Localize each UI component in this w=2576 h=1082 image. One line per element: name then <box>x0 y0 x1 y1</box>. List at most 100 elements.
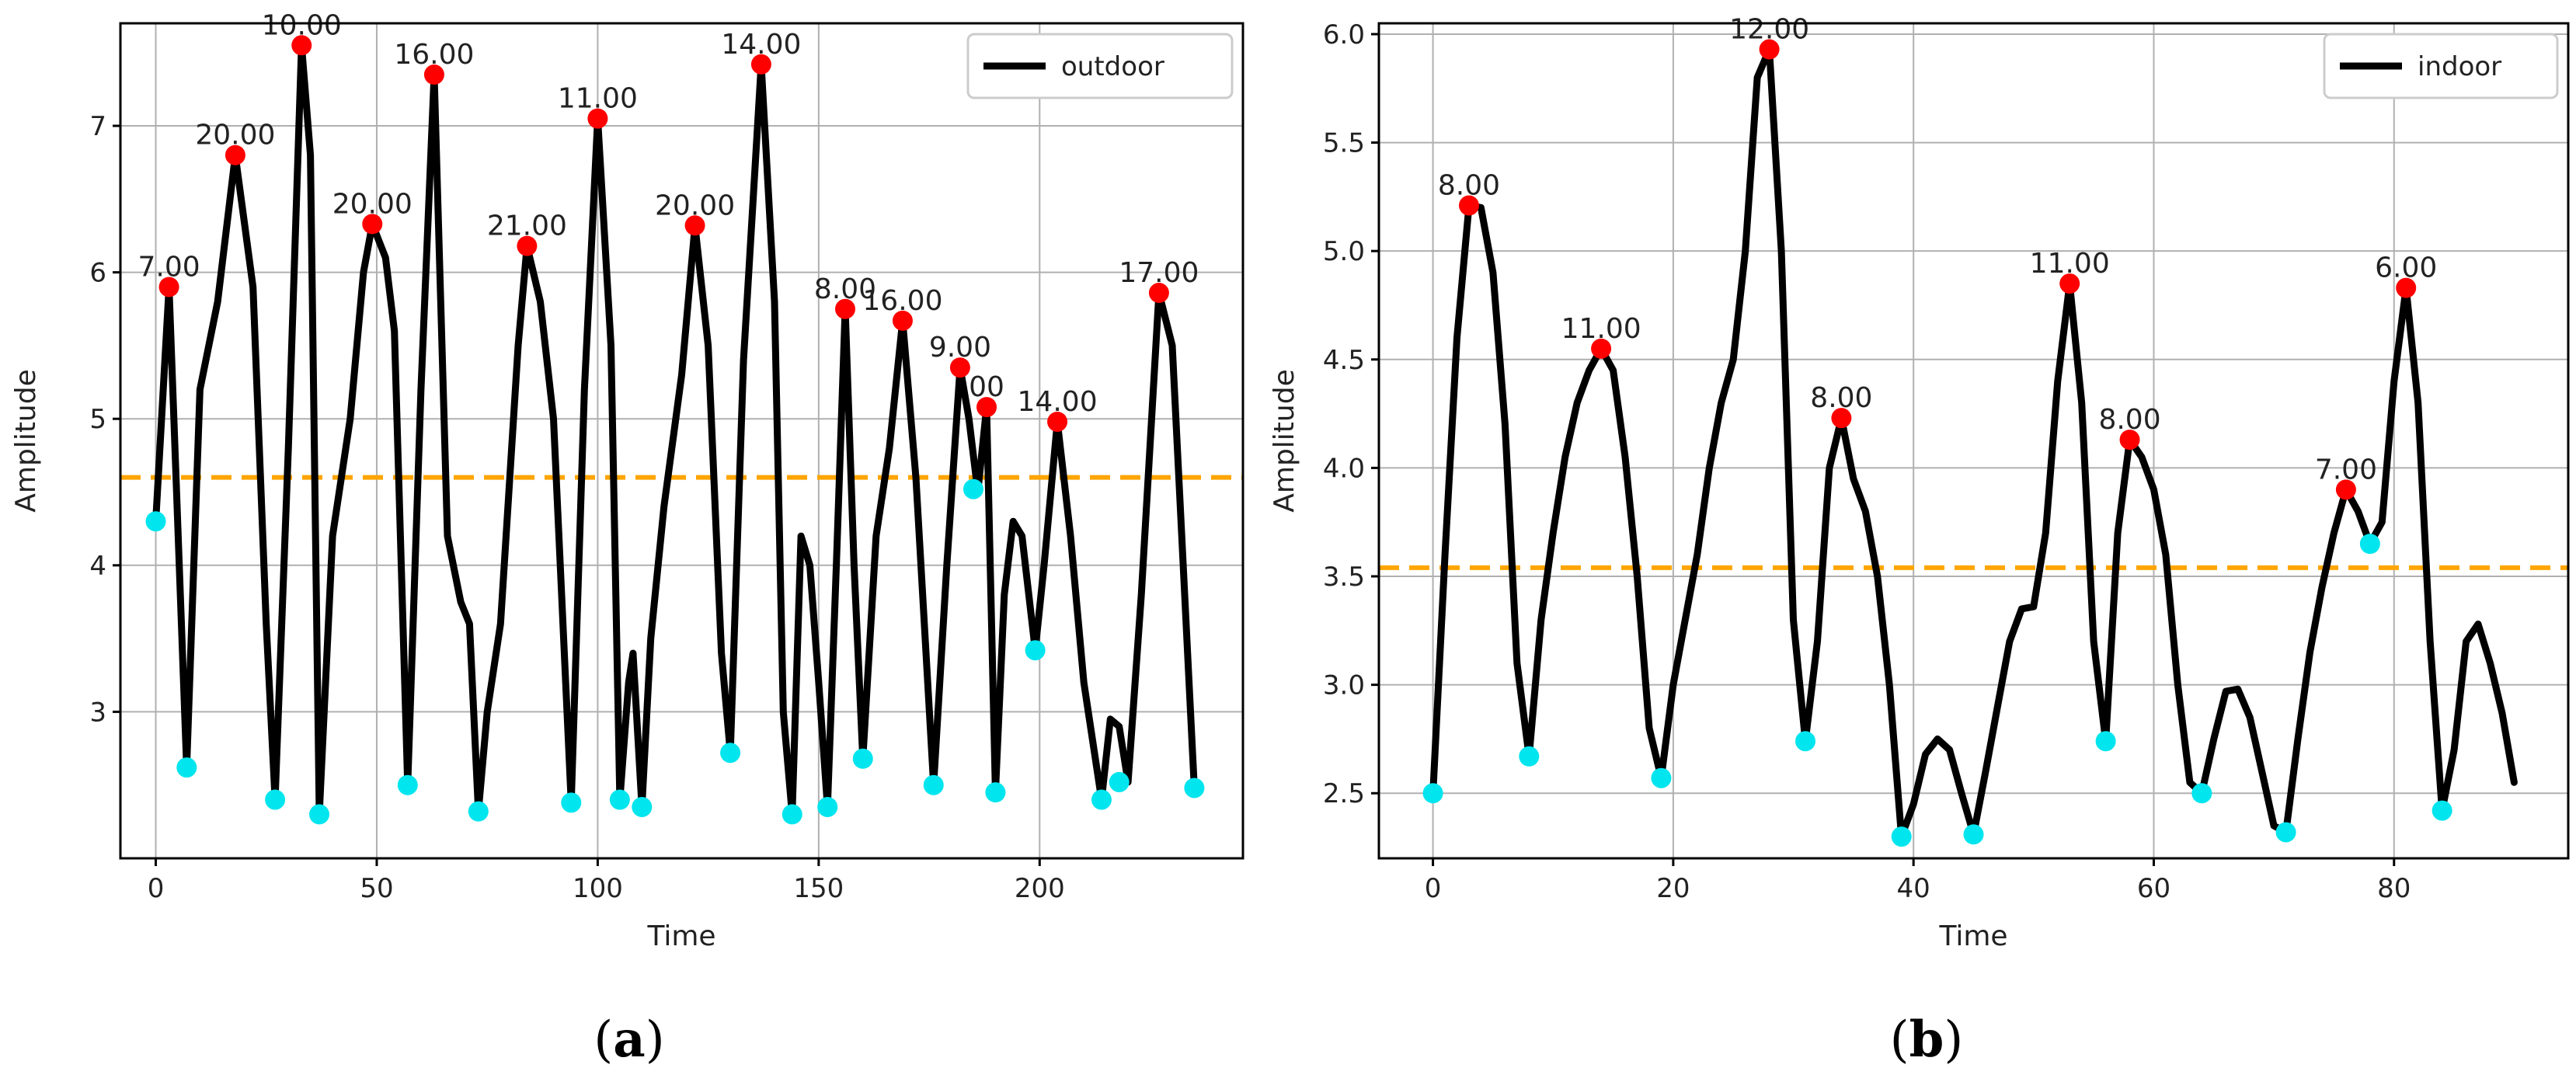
legend-label: indoor <box>2418 51 2501 82</box>
peak-marker <box>2119 430 2140 451</box>
peak-marker <box>684 215 705 236</box>
peak-label: 11.00 <box>2030 248 2110 280</box>
peak-label: 8.00 <box>2098 404 2160 436</box>
trough-marker <box>1091 789 1112 810</box>
peak-label: 8.00 <box>814 273 876 305</box>
y-tick-label: 5.5 <box>1323 128 1365 159</box>
peak-marker <box>750 54 771 75</box>
y-tick-label: 3 <box>89 697 106 728</box>
peak-marker <box>1148 283 1169 304</box>
plot-frame <box>119 22 1244 860</box>
peak-label: 7.00 <box>2315 454 2377 485</box>
trough-marker <box>963 478 983 499</box>
trough-marker <box>985 782 1006 803</box>
legend-box <box>2323 33 2559 99</box>
chart-panel-b: 8.00 11.00 12.00 8.00 11.00 8.00 7.00 6.00 0 20 40… <box>1269 14 2570 1069</box>
trough-marker <box>1519 746 1540 767</box>
legend-label: outdoor <box>1061 51 1164 82</box>
trough-marker <box>265 789 286 810</box>
trough-marker <box>2095 731 2116 752</box>
peak-marker <box>1047 411 1068 432</box>
peak-label: 10.00 <box>262 9 342 41</box>
y-tick-label: 4.5 <box>1323 345 1365 376</box>
trough-marker <box>1651 767 1672 788</box>
peak-label: 7.00 <box>138 251 200 283</box>
series-line-outdoor <box>152 41 1198 818</box>
x-tick-label: 0 <box>148 873 165 904</box>
peak-marker <box>1591 338 1612 359</box>
trough-marker <box>609 789 630 810</box>
x-axis-label: Time <box>646 920 715 952</box>
x-tick-label: 50 <box>360 873 393 904</box>
y-tick-label: 7 <box>89 111 106 142</box>
peak-label: 20.00 <box>195 120 275 151</box>
trough-marker <box>397 774 418 795</box>
x-tick-label: 0 <box>1425 873 1442 904</box>
peak-label: 11.00 <box>558 83 638 115</box>
trough-marker <box>2359 534 2380 555</box>
trough-marker <box>561 792 582 813</box>
peak-label: 14.00 <box>1018 386 1098 418</box>
peak-label: 00 <box>969 371 1004 403</box>
peak-label: 8.00 <box>1810 382 1872 414</box>
peak-label: 9.00 <box>929 332 991 364</box>
peak-label: 16.00 <box>394 39 474 71</box>
x-tick-label: 200 <box>1015 873 1065 904</box>
trough-marker <box>2275 822 2296 843</box>
y-tick-label: 3.5 <box>1323 562 1365 593</box>
trough-marker <box>1422 783 1443 804</box>
peak-label: 17.00 <box>1119 257 1199 289</box>
y-tick-label: 6.0 <box>1323 19 1365 50</box>
trough-marker <box>1184 778 1205 798</box>
x-tick-label: 150 <box>793 873 844 904</box>
peak-marker <box>158 277 179 297</box>
trough-marker <box>720 743 741 764</box>
plot-frame <box>1377 22 2570 860</box>
series-line-indoor <box>1429 46 2518 840</box>
trough-marker <box>309 804 330 825</box>
x-tick-label: 40 <box>1897 873 1930 904</box>
peak-label: 16.00 <box>862 285 942 317</box>
trough-marker <box>1109 771 1130 792</box>
trough-marker <box>852 748 873 769</box>
peak-label: 14.00 <box>721 29 801 61</box>
trough-marker <box>176 757 197 778</box>
trough-marker <box>2191 783 2212 804</box>
y-tick-label: 5.0 <box>1323 236 1365 267</box>
panel-caption: (b) <box>1890 1011 1964 1069</box>
chart-panel-a: 7.00 20.00 10.00 20.00 16.00 21.00 11.00 20.00 1… <box>10 9 1244 1069</box>
y-tick-label: 2.5 <box>1323 778 1365 809</box>
peak-marker <box>1458 195 1479 216</box>
x-tick-label: 80 <box>2377 873 2411 904</box>
trough-marker <box>817 796 838 817</box>
peak-marker <box>834 298 855 319</box>
peak-marker <box>587 108 608 129</box>
peak-marker <box>291 35 312 56</box>
y-axis-label: Amplitude <box>1269 369 1300 512</box>
y-axis-label: Amplitude <box>10 369 42 512</box>
trough-marker <box>145 511 166 532</box>
peak-label: 11.00 <box>1561 313 1641 345</box>
trough-marker <box>468 801 489 822</box>
x-tick-label: 100 <box>573 873 623 904</box>
x-tick-label: 20 <box>1656 873 1690 904</box>
x-axis-label: Time <box>1938 920 2007 952</box>
trough-marker <box>632 796 653 817</box>
peak-marker <box>1759 39 1780 60</box>
trough-marker <box>1794 731 1815 752</box>
peak-label: 6.00 <box>2375 252 2437 284</box>
trough-marker <box>2432 800 2452 821</box>
trough-marker <box>782 804 802 825</box>
peak-marker <box>423 64 444 85</box>
y-tick-label: 6 <box>89 258 106 289</box>
peak-label: 20.00 <box>332 188 413 220</box>
peak-label: 12.00 <box>1729 14 1809 46</box>
panel-caption: (a) <box>594 1011 664 1069</box>
peak-marker <box>2059 273 2080 294</box>
peak-marker <box>892 310 913 331</box>
peak-label: 8.00 <box>1438 170 1500 202</box>
peak-label: 21.00 <box>487 210 567 242</box>
y-tick-label: 3.0 <box>1323 670 1365 701</box>
peak-marker <box>225 144 245 165</box>
